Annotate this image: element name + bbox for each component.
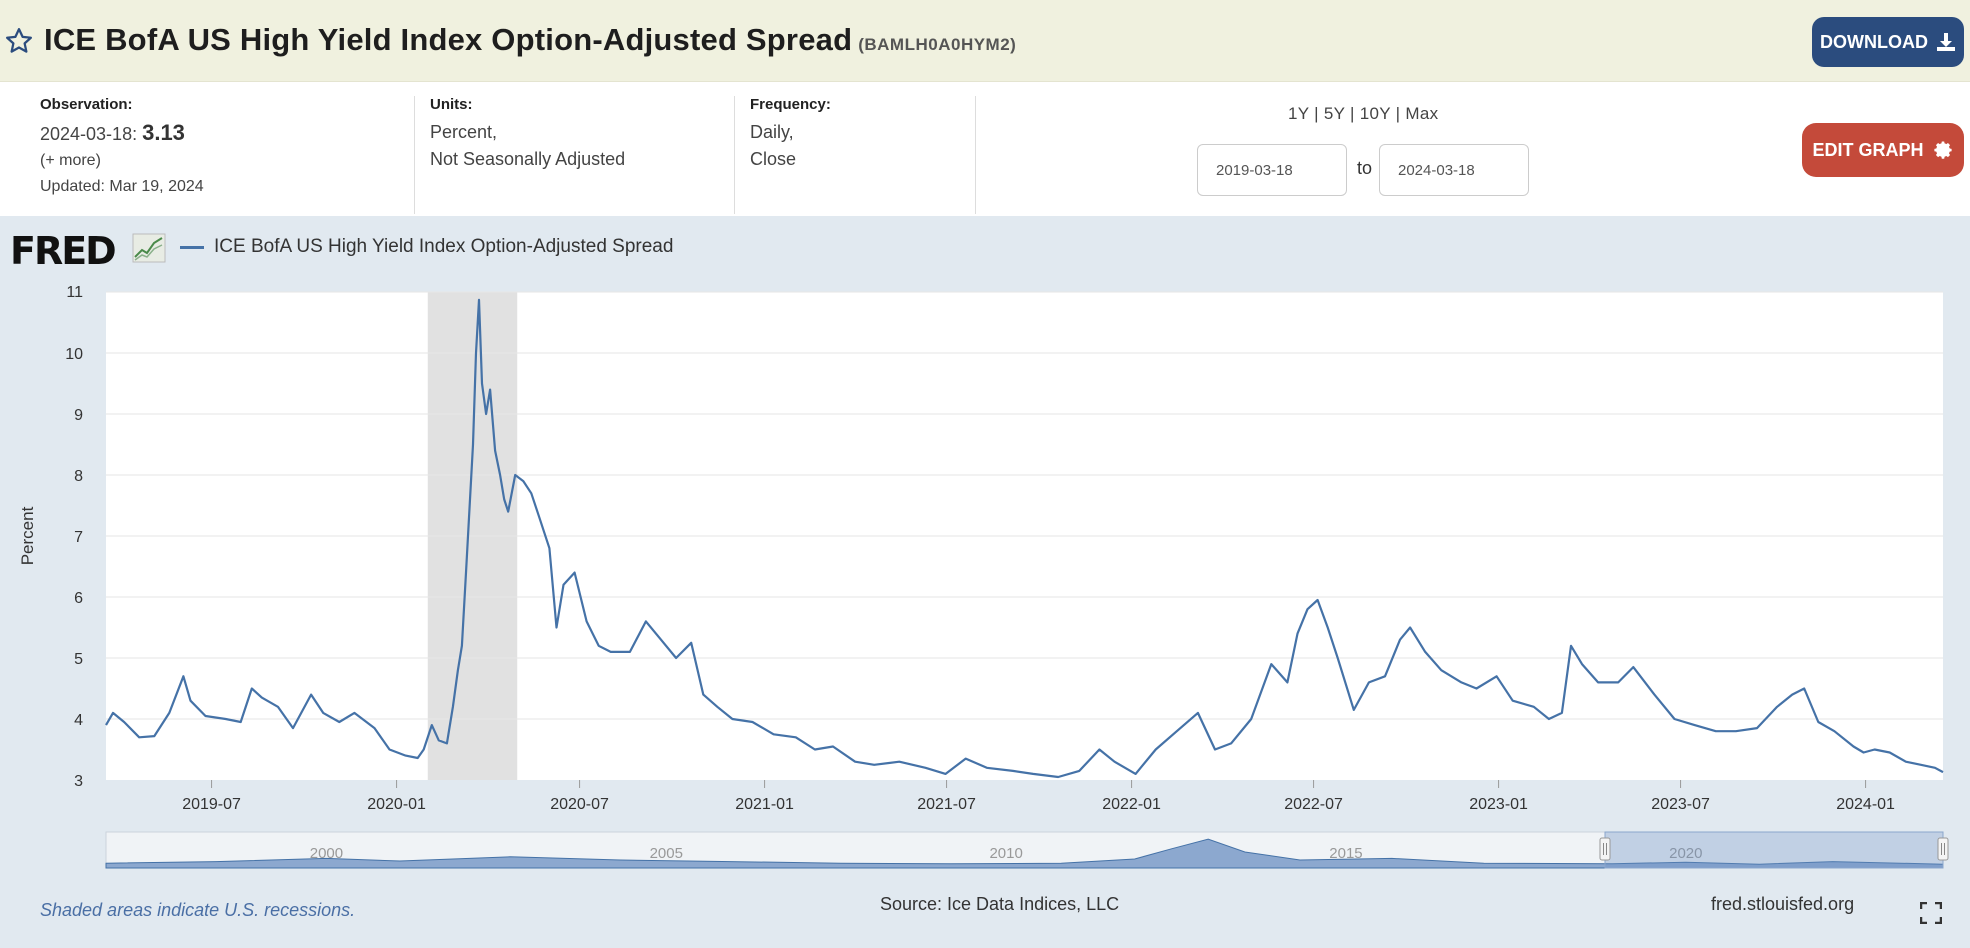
recession-note: Shaded areas indicate U.S. recessions.	[40, 900, 356, 920]
date-from-input[interactable]: 2019-03-18	[1197, 144, 1347, 196]
y-tick-label: 6	[74, 590, 83, 607]
x-tick-label: 2020-07	[550, 796, 609, 813]
range-navigator: 2000 2005 2010 2015 2020	[105, 831, 1949, 869]
updated-date: Updated: Mar 19, 2024	[40, 178, 204, 195]
units-block: Units: Percent, Not Seasonally Adjusted	[430, 96, 625, 173]
range-links: 1Y | 5Y | 10Y | Max	[1288, 104, 1438, 124]
units-label: Units:	[430, 96, 473, 113]
frequency-label: Frequency:	[750, 96, 831, 113]
navigator-year-label: 2015	[1329, 845, 1362, 862]
observation-date: 2024-03-18:	[40, 124, 138, 144]
edit-graph-button[interactable]: EDIT GRAPH	[1802, 123, 1964, 177]
range-separator: |	[1395, 104, 1401, 123]
navigator-area	[105, 838, 1944, 869]
x-tick-label: 2020-01	[367, 796, 426, 813]
fred-logo-chart-icon	[132, 233, 166, 263]
series-title: ICE BofA US High Yield Index Option-Adju…	[44, 22, 853, 57]
y-tick-label: 9	[74, 407, 83, 424]
navigator-year-label: 2010	[989, 845, 1022, 862]
range-10y-link[interactable]: 10Y	[1359, 104, 1391, 123]
download-label: DOWNLOAD	[1820, 31, 1928, 52]
edit-graph-label: EDIT GRAPH	[1812, 139, 1924, 160]
legend-swatch	[180, 245, 204, 249]
source-text: Source: Ice Data Indices, LLC	[880, 894, 1120, 914]
divider	[975, 96, 976, 214]
navigator-year-label: 2000	[310, 845, 343, 862]
range-5y-link[interactable]: 5Y	[1323, 104, 1345, 123]
x-tick-label: 2021-01	[735, 796, 794, 813]
download-button[interactable]: DOWNLOAD	[1812, 17, 1964, 67]
navigator-handle[interactable]	[1599, 837, 1611, 861]
fred-logo: FRED	[10, 229, 117, 273]
x-tick-label: 2023-07	[1651, 796, 1710, 813]
units-line2: Not Seasonally Adjusted	[430, 149, 626, 169]
range-1y-link[interactable]: 1Y	[1288, 104, 1310, 123]
more-link[interactable]: (+ more)	[40, 152, 101, 169]
y-tick-label: 4	[74, 712, 83, 729]
range-max-link[interactable]: Max	[1405, 104, 1439, 123]
divider	[734, 96, 735, 214]
frequency-block: Frequency: Daily, Close	[750, 96, 831, 173]
observation-value-line: 2024-03-18: 3.13	[40, 119, 204, 148]
x-tick-label: 2022-01	[1102, 796, 1161, 813]
y-tick-label: 5	[74, 651, 83, 668]
navigator-handle[interactable]	[1937, 837, 1949, 861]
observation-block: Observation: 2024-03-18: 3.13 (+ more) U…	[40, 96, 204, 200]
y-tick-label: 7	[74, 529, 83, 546]
series-meta: Observation: 2024-03-18: 3.13 (+ more) U…	[0, 82, 1970, 216]
navigator-year-label: 2005	[650, 845, 683, 862]
y-tick-label: 8	[74, 468, 83, 485]
range-separator: |	[1350, 104, 1355, 123]
legend-label: ICE BofA US High Yield Index Option-Adju…	[214, 236, 674, 257]
units-line1: Percent,	[430, 122, 498, 142]
x-tick-label: 2019-07	[182, 796, 241, 813]
gear-icon	[1933, 141, 1952, 159]
y-axis-title: Percent	[18, 506, 37, 565]
x-tick-label: 2021-07	[917, 796, 976, 813]
date-to-input[interactable]: 2024-03-18	[1379, 144, 1529, 196]
chart-legend: ICE BofA US High Yield Index Option-Adju…	[180, 236, 673, 258]
title-bar: ICE BofA US High Yield Index Option-Adju…	[0, 0, 1970, 82]
frequency-line2: Close	[750, 149, 797, 169]
y-tick-label: 3	[74, 773, 83, 790]
y-tick-label: 10	[65, 346, 83, 363]
divider	[414, 96, 415, 214]
observation-value: 3.13	[142, 120, 185, 145]
frequency-line1: Daily,	[750, 122, 794, 142]
x-tick-label: 2024-01	[1836, 796, 1895, 813]
y-tick-label: 11	[66, 284, 83, 301]
series-id: (BAMLH0A0HYM2)	[858, 35, 1017, 54]
range-separator: |	[1314, 104, 1319, 123]
star-outline-icon[interactable]	[4, 26, 34, 56]
observation-label: Observation:	[40, 96, 133, 113]
x-tick-label: 2022-07	[1284, 796, 1343, 813]
download-icon	[1936, 33, 1955, 51]
site-link[interactable]: fred.stlouisfed.org	[1711, 894, 1855, 914]
x-tick-label: 2023-01	[1469, 796, 1528, 813]
page-title: ICE BofA US High Yield Index Option-Adju…	[44, 22, 1016, 58]
navigator-selection	[1604, 831, 1944, 869]
series-line	[105, 298, 1944, 779]
fullscreen-icon[interactable]	[1920, 902, 1942, 924]
to-label: to	[1357, 158, 1373, 178]
navigator-year-label: 2020	[1669, 845, 1702, 862]
